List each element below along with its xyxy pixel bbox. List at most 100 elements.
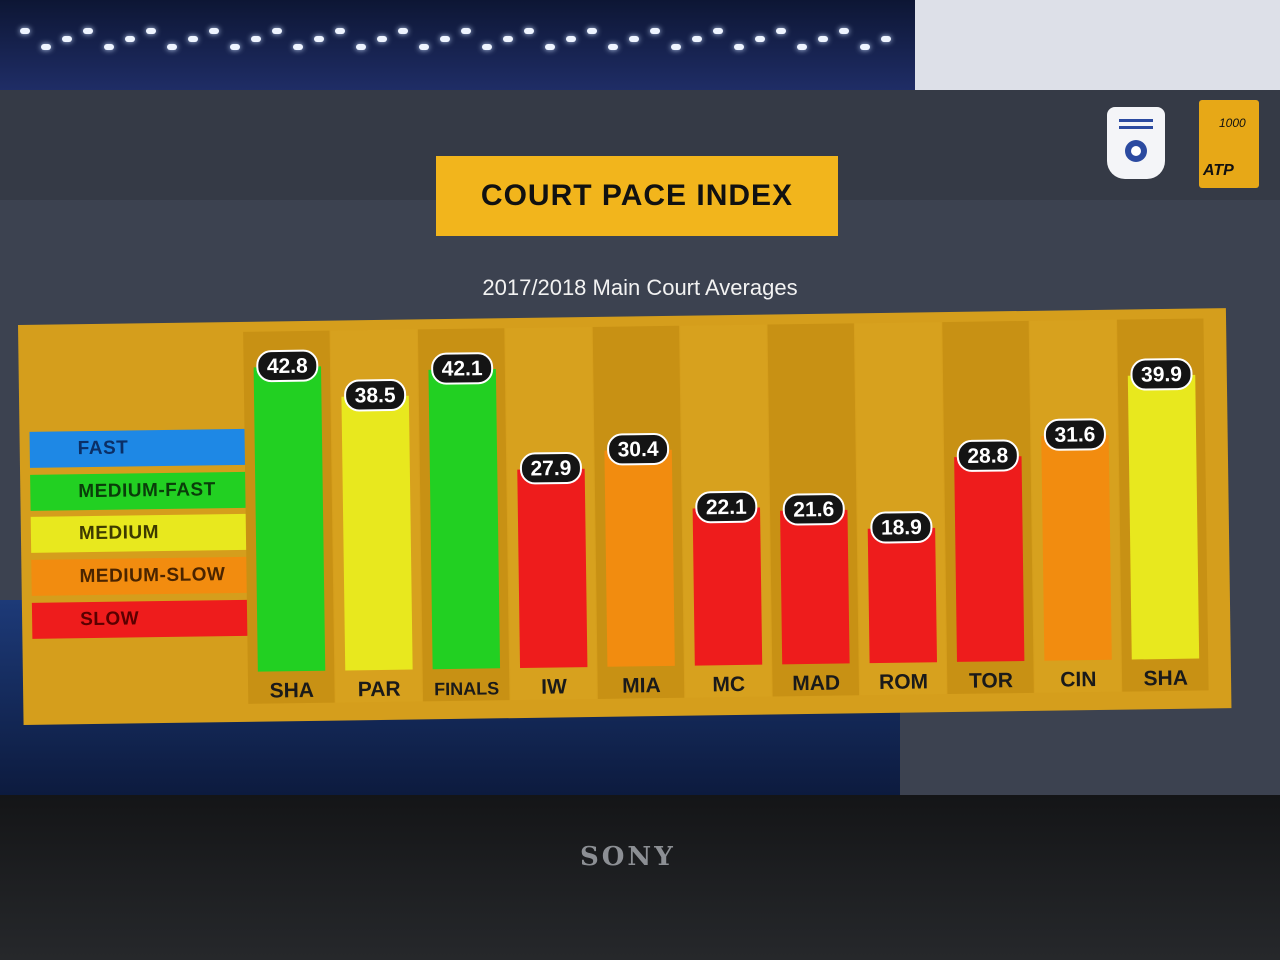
bar-finals: [428, 368, 501, 670]
stadium-light: [461, 28, 471, 34]
category-label: IW: [541, 675, 567, 698]
category-label: CIN: [1060, 668, 1096, 692]
atp-masters-1000-logo: 1000 ATP: [1199, 100, 1259, 188]
stadium-light: [398, 28, 408, 34]
stadium-light: [713, 28, 723, 34]
stadium-light: [692, 36, 702, 42]
value-label-bg: [782, 493, 845, 526]
value-label-bg: [1130, 358, 1193, 391]
stadium-light: [671, 44, 681, 50]
bar-par: [341, 395, 413, 671]
chart-panel: FAST MEDIUM-FAST MEDIUM MEDIUM-SLOW SLOW 42.…: [18, 308, 1232, 725]
stadium-light: [41, 44, 51, 50]
value-label: 22.1: [706, 496, 748, 520]
stadium-light: [608, 44, 618, 50]
bar-mad: [780, 509, 850, 665]
category-label: SHA: [1143, 667, 1188, 691]
stadium-light: [20, 28, 30, 34]
stadium-light: [356, 44, 366, 50]
value-label: 38.5: [355, 384, 397, 408]
stadium-light: [188, 36, 198, 42]
category-label: FINALS: [434, 678, 499, 699]
stadium-light: [377, 36, 387, 42]
broadcast-side-panel: [915, 0, 1280, 90]
value-label: 21.6: [793, 498, 834, 522]
stadium-light: [83, 28, 93, 34]
value-label: 27.9: [530, 457, 571, 481]
category-label: ROM: [879, 670, 928, 694]
stadium-light: [104, 44, 114, 50]
stadium-light: [209, 28, 219, 34]
value-label-bg: [431, 352, 494, 385]
stadium-light: [629, 36, 639, 42]
stadium-light: [545, 44, 555, 50]
stadium-light: [230, 44, 240, 50]
bar-mia: [604, 449, 675, 667]
stadium-light: [881, 36, 891, 42]
stadium-light: [650, 28, 660, 34]
value-label: 18.9: [881, 516, 922, 540]
value-label-bg: [607, 432, 670, 466]
value-label-bg: [256, 349, 319, 383]
stadium-light: [335, 28, 345, 34]
stadium-light: [797, 44, 807, 50]
atp-text: ATP: [1203, 162, 1234, 179]
stadium-lights-background: [0, 0, 915, 90]
bar-cin: [1041, 435, 1112, 661]
stadium-light: [503, 36, 513, 42]
stadium-light: [167, 44, 177, 50]
value-label: 42.8: [267, 355, 309, 379]
bar-iw: [517, 468, 588, 669]
value-label-bg: [870, 511, 933, 544]
value-label: 30.4: [618, 438, 660, 462]
monitor-brand: SONY: [580, 842, 676, 872]
stadium-light: [566, 36, 576, 42]
stadium-light: [587, 28, 597, 34]
stadium-light: [818, 36, 828, 42]
atp-1000-text: 1000: [1219, 116, 1246, 130]
category-label: TOR: [969, 669, 1013, 693]
stadium-light: [146, 28, 156, 34]
value-label-bg: [519, 451, 582, 485]
stadium-light: [419, 44, 429, 50]
value-label-bg: [695, 490, 758, 524]
stadium-light: [839, 28, 849, 34]
rolex-shanghai-masters-logo: [1107, 107, 1165, 179]
tv-screen: COURT PACE INDEX 2017/2018 Main Court Av…: [0, 0, 1280, 800]
chart-title: COURT PACE INDEX: [480, 179, 794, 212]
category-label: MAD: [792, 672, 840, 696]
category-label: SHA: [270, 679, 315, 703]
value-label: 31.6: [1054, 423, 1095, 447]
stadium-light: [272, 28, 282, 34]
stadium-light: [734, 44, 744, 50]
value-label: 42.1: [442, 357, 484, 381]
stadium-light: [293, 44, 303, 50]
category-label: MIA: [622, 674, 661, 698]
bar-chart: 42.8 SHA 38.5 PAR 42.1 FINALS 27.9 IW 30.4 MIA 22.…: [243, 318, 1209, 704]
bar-rom: [867, 527, 937, 664]
category-label: PAR: [358, 678, 401, 702]
stadium-light: [125, 36, 135, 42]
stadium-light: [755, 36, 765, 42]
category-label: MC: [712, 673, 745, 696]
bar-sha: [1127, 374, 1200, 660]
monitor-bezel: [0, 795, 1280, 960]
stadium-light: [860, 44, 870, 50]
stadium-light: [524, 28, 534, 34]
value-label: 39.9: [1141, 363, 1182, 387]
bar-sha: [253, 366, 326, 672]
stadium-light: [776, 28, 786, 34]
bar-tor: [954, 456, 1025, 662]
stadium-light: [440, 36, 450, 42]
bar-mc: [692, 507, 763, 666]
stadium-light: [482, 44, 492, 50]
value-label-bg: [344, 379, 407, 412]
stadium-light: [314, 36, 324, 42]
stadium-light: [251, 36, 261, 42]
title-banner: COURT PACE INDEX: [436, 156, 838, 236]
value-label-bg: [956, 439, 1019, 472]
chart-subtitle: 2017/2018 Main Court Averages: [482, 275, 798, 300]
value-label: 28.8: [967, 444, 1009, 468]
stadium-light: [62, 36, 72, 42]
value-label-bg: [1043, 418, 1106, 451]
